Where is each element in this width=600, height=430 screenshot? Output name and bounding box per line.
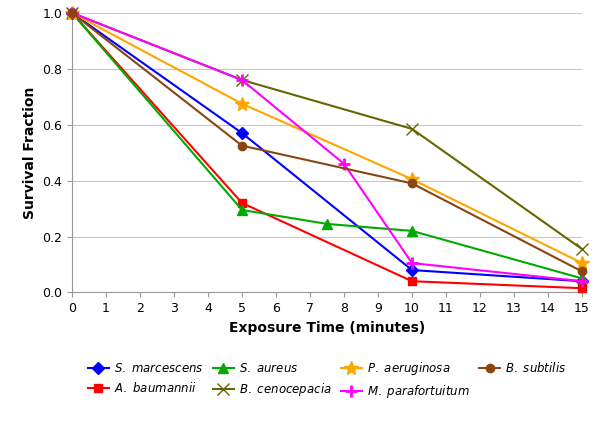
- Y-axis label: Survival Fraction: Survival Fraction: [23, 86, 37, 219]
- Legend: $\it{S.\ marcescens}$, $\it{A.\ baumannii}$, $\it{S.\ aureus}$, $\it{B.\ cenocep: $\it{S.\ marcescens}$, $\it{A.\ baumanni…: [88, 360, 566, 400]
- X-axis label: Exposure Time (minutes): Exposure Time (minutes): [229, 321, 425, 335]
